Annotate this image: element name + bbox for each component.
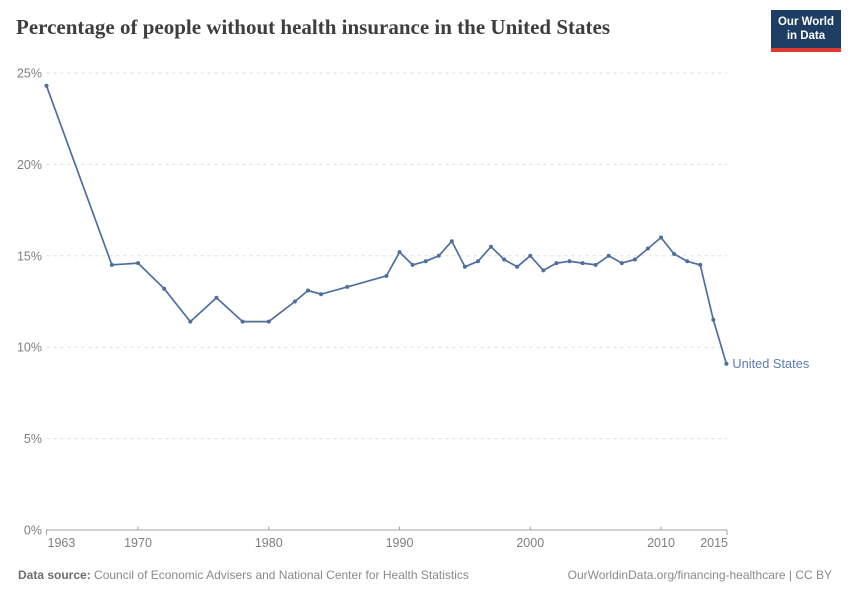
data-point-2005[interactable] [593, 262, 598, 267]
data-point-2003[interactable] [567, 259, 572, 264]
data-point-2014[interactable] [711, 317, 716, 322]
x-tick-label-1970: 1970 [124, 536, 152, 550]
y-tick-label-15: 15% [17, 249, 42, 263]
data-point-1997[interactable] [489, 244, 494, 249]
series-label: United States [732, 356, 809, 371]
data-point-1993[interactable] [436, 253, 441, 258]
x-tick-label-1980: 1980 [255, 536, 283, 550]
data-point-1986[interactable] [345, 284, 350, 289]
data-point-2013[interactable] [698, 262, 703, 267]
x-tick-label-1963: 1963 [48, 536, 76, 550]
data-point-1995[interactable] [462, 264, 467, 269]
data-point-1990[interactable] [397, 250, 402, 255]
chart-title: Percentage of people without health insu… [16, 15, 610, 39]
data-point-2002[interactable] [554, 261, 559, 266]
data-point-2008[interactable] [632, 257, 637, 262]
data-point-1963[interactable] [44, 83, 49, 88]
data-source-text: Council of Economic Advisers and Nationa… [94, 568, 469, 582]
data-point-1999[interactable] [515, 264, 520, 269]
y-tick-label-0: 0% [24, 524, 42, 538]
y-tick-label-25: 25% [17, 67, 42, 81]
data-point-1996[interactable] [475, 259, 480, 264]
chart-footer: Data source: Council of Economic Adviser… [18, 568, 832, 582]
data-point-1974[interactable] [188, 319, 193, 324]
data-point-2015[interactable] [724, 361, 729, 366]
data-point-2001[interactable] [541, 268, 546, 273]
data-point-2009[interactable] [645, 246, 650, 251]
owid-logo-line1: Our World [777, 16, 834, 28]
united-states-line[interactable] [45, 84, 728, 365]
data-point-1998[interactable] [502, 257, 507, 262]
data-point-1978[interactable] [240, 319, 245, 324]
owid-license-link[interactable]: OurWorldinData.org/financing-healthcare … [567, 568, 832, 582]
data-point-2000[interactable] [528, 253, 533, 258]
x-tick-label-2010: 2010 [647, 536, 675, 550]
owid-logo-line2: in Data [786, 29, 826, 42]
y-tick-label-10: 10% [17, 341, 42, 355]
data-point-1994[interactable] [449, 239, 454, 244]
data-source-label: Data source: [18, 568, 91, 582]
data-point-1982[interactable] [292, 299, 297, 304]
data-point-1989[interactable] [384, 273, 389, 278]
x-tick-label-1990: 1990 [386, 536, 414, 550]
data-point-1984[interactable] [319, 292, 324, 297]
y-tick-label-5: 5% [24, 432, 42, 446]
data-point-1976[interactable] [214, 295, 219, 300]
data-point-2010[interactable] [659, 235, 664, 240]
data-point-1970[interactable] [136, 261, 141, 266]
data-point-1992[interactable] [423, 259, 428, 264]
data-point-1968[interactable] [109, 262, 114, 267]
data-point-2004[interactable] [580, 261, 585, 266]
y-tick-label-20: 20% [17, 158, 42, 172]
data-point-1972[interactable] [162, 286, 167, 291]
data-point-1991[interactable] [410, 262, 415, 267]
owid-logo[interactable]: Our World in Data [770, 10, 841, 52]
data-point-2007[interactable] [619, 261, 624, 266]
x-tick-label-2015: 2015 [700, 536, 728, 550]
data-point-2006[interactable] [606, 253, 611, 258]
data-source-note: Data source: Council of Economic Adviser… [18, 568, 469, 582]
data-point-1980[interactable] [266, 319, 271, 324]
data-point-1983[interactable] [306, 288, 310, 293]
data-point-2011[interactable] [672, 252, 677, 256]
data-point-2012[interactable] [685, 259, 690, 264]
x-tick-label-2000: 2000 [516, 536, 544, 550]
